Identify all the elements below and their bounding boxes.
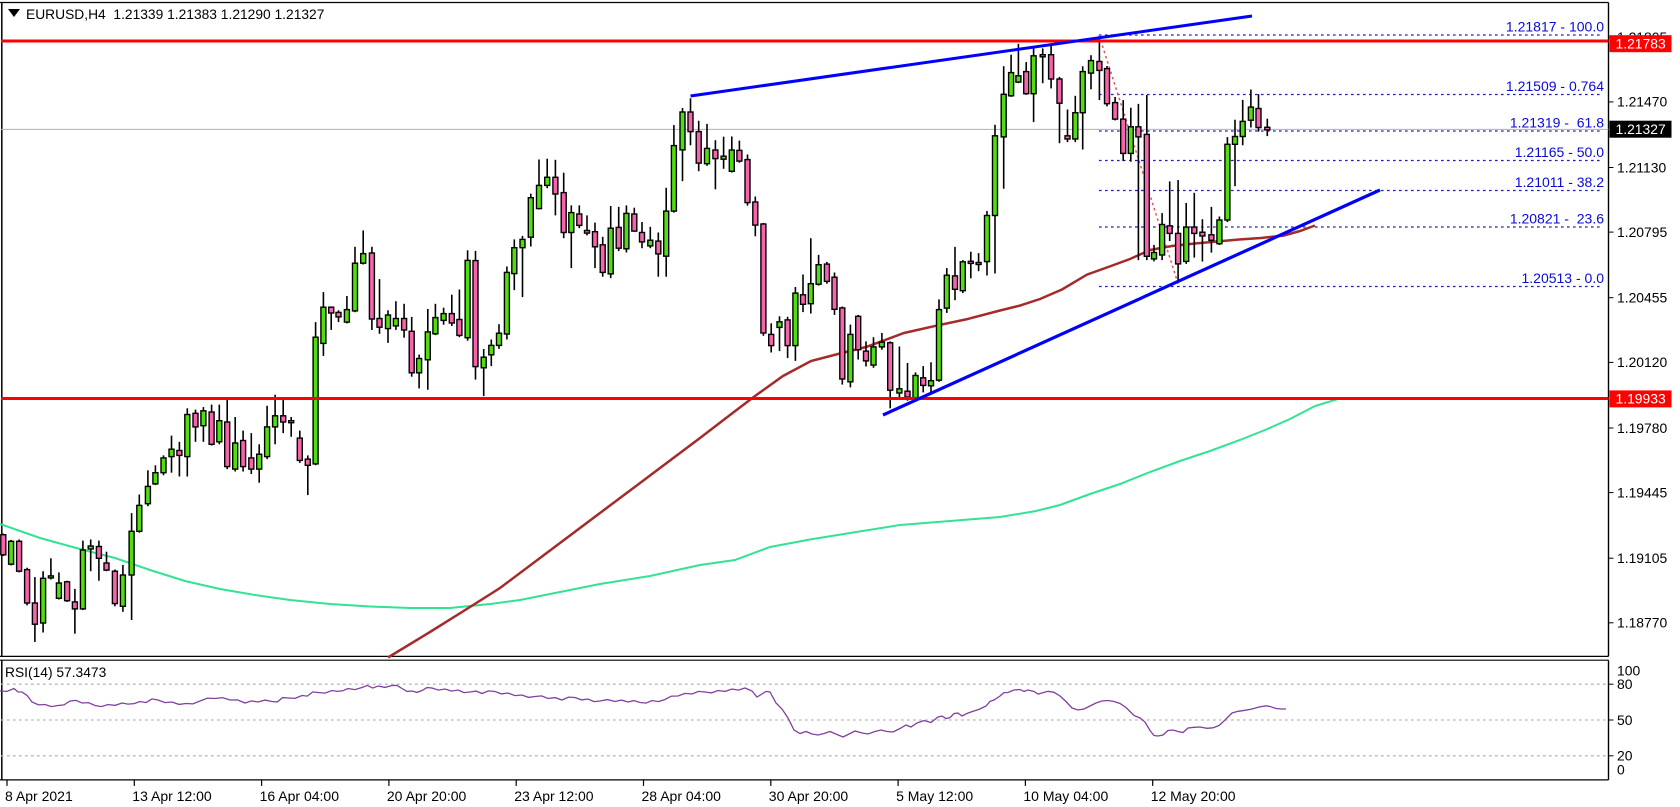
svg-text:20: 20	[1617, 748, 1633, 764]
svg-text:1.21165 - 50.0: 1.21165 - 50.0	[1515, 144, 1604, 160]
svg-text:1.20455: 1.20455	[1617, 290, 1667, 306]
svg-text:80: 80	[1617, 676, 1633, 692]
svg-text:1.20120: 1.20120	[1617, 354, 1667, 370]
svg-text:1.19445: 1.19445	[1617, 484, 1667, 500]
svg-text:0: 0	[1617, 761, 1625, 777]
svg-text:1.21470: 1.21470	[1617, 94, 1667, 110]
svg-text:1.21509 - 0.764: 1.21509 - 0.764	[1506, 78, 1604, 94]
svg-text:1.20795: 1.20795	[1617, 224, 1667, 240]
svg-text:1.18770: 1.18770	[1617, 615, 1667, 631]
svg-text:16 Apr 04:00: 16 Apr 04:00	[260, 788, 340, 804]
svg-text:8 Apr 2021: 8 Apr 2021	[5, 788, 73, 804]
svg-text:1.20513 - 0.0: 1.20513 - 0.0	[1521, 270, 1604, 286]
svg-text:20 Apr 20:00: 20 Apr 20:00	[387, 788, 467, 804]
svg-text:13 Apr 12:00: 13 Apr 12:00	[132, 788, 212, 804]
svg-text:1.19780: 1.19780	[1617, 420, 1667, 436]
svg-text:1.21817 - 100.0: 1.21817 - 100.0	[1506, 19, 1604, 35]
svg-text:1.21327: 1.21327	[1616, 121, 1666, 137]
svg-text:10 May 04:00: 10 May 04:00	[1023, 788, 1108, 804]
svg-text:23 Apr 12:00: 23 Apr 12:00	[514, 788, 594, 804]
svg-text:28 Apr 04:00: 28 Apr 04:00	[642, 788, 722, 804]
svg-text:EURUSD,H4 1.21339 1.21383 1.2: EURUSD,H4 1.21339 1.21383 1.21290 1.2132…	[26, 7, 324, 22]
svg-text:1.21319 - 61.8: 1.21319 - 61.8	[1510, 115, 1604, 131]
svg-text:1.19933: 1.19933	[1616, 391, 1666, 407]
svg-text:12 May 20:00: 12 May 20:00	[1151, 788, 1236, 804]
svg-text:1.21011 - 38.2: 1.21011 - 38.2	[1515, 174, 1604, 190]
svg-text:5 May 12:00: 5 May 12:00	[896, 788, 973, 804]
svg-text:1.19105: 1.19105	[1617, 550, 1667, 566]
svg-text:30 Apr 20:00: 30 Apr 20:00	[769, 788, 849, 804]
svg-text:1.20821 - 23.6: 1.20821 - 23.6	[1510, 211, 1604, 227]
svg-text:100: 100	[1617, 662, 1640, 678]
svg-text:RSI(14) 57.3473: RSI(14) 57.3473	[5, 665, 107, 680]
svg-text:1.21130: 1.21130	[1617, 159, 1666, 175]
svg-text:1.21783: 1.21783	[1616, 35, 1666, 51]
svg-text:50: 50	[1617, 712, 1633, 728]
